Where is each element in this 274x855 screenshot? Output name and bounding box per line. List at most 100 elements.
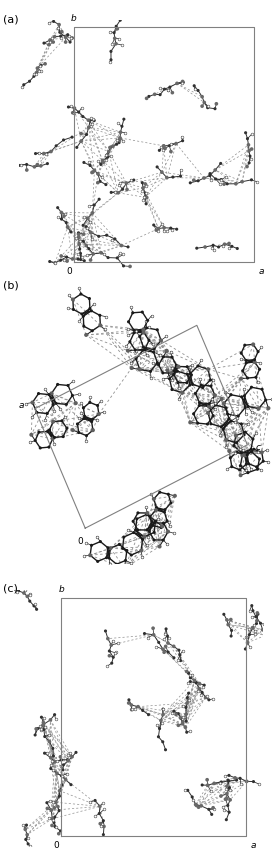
Point bbox=[188, 675, 193, 688]
Point bbox=[41, 717, 46, 731]
Point bbox=[216, 240, 221, 254]
Point bbox=[24, 397, 28, 410]
Point bbox=[126, 315, 131, 328]
Text: 0: 0 bbox=[66, 267, 72, 276]
Point bbox=[244, 463, 248, 476]
Point bbox=[222, 238, 227, 251]
Point bbox=[59, 769, 64, 782]
Point bbox=[45, 425, 50, 439]
Point bbox=[207, 693, 211, 706]
Point bbox=[128, 173, 133, 186]
Point bbox=[252, 442, 256, 456]
Point bbox=[200, 686, 204, 699]
Point bbox=[182, 711, 186, 724]
Point bbox=[116, 186, 120, 200]
Point bbox=[101, 156, 105, 169]
Point bbox=[212, 776, 216, 790]
Point bbox=[178, 162, 183, 176]
Point bbox=[77, 411, 81, 425]
Point bbox=[84, 429, 89, 443]
Point bbox=[107, 644, 112, 657]
Point bbox=[65, 767, 69, 781]
Point bbox=[248, 640, 252, 654]
Point bbox=[43, 382, 47, 396]
Point bbox=[61, 430, 65, 444]
Point bbox=[13, 582, 17, 596]
Point bbox=[211, 801, 215, 815]
Point bbox=[87, 155, 91, 168]
Point bbox=[249, 443, 253, 457]
Point bbox=[108, 56, 112, 69]
Point bbox=[107, 144, 111, 158]
Point bbox=[141, 340, 146, 354]
Point bbox=[193, 798, 198, 811]
Point bbox=[263, 636, 268, 650]
Point bbox=[254, 616, 259, 630]
Point bbox=[129, 548, 133, 562]
Text: b: b bbox=[58, 585, 64, 594]
Point bbox=[53, 712, 58, 726]
Point bbox=[189, 368, 194, 381]
Point bbox=[173, 489, 177, 503]
Point bbox=[42, 36, 46, 50]
Point bbox=[262, 617, 266, 631]
Point bbox=[30, 410, 34, 423]
Point bbox=[82, 410, 87, 423]
Point bbox=[58, 824, 63, 838]
Point bbox=[100, 796, 105, 810]
Point bbox=[132, 526, 136, 540]
Point bbox=[126, 322, 130, 336]
Point bbox=[165, 514, 169, 528]
Point bbox=[126, 240, 130, 254]
Point bbox=[208, 168, 212, 182]
Point bbox=[61, 758, 65, 772]
Point bbox=[61, 763, 65, 776]
Text: c: c bbox=[255, 443, 260, 452]
Point bbox=[84, 536, 88, 550]
Point bbox=[167, 631, 171, 645]
Point bbox=[74, 232, 78, 245]
Point bbox=[222, 770, 227, 783]
Point bbox=[239, 346, 243, 360]
Point bbox=[76, 227, 81, 241]
Point bbox=[109, 233, 114, 247]
Point bbox=[143, 180, 148, 193]
Point bbox=[149, 487, 153, 501]
Point bbox=[229, 414, 233, 428]
Point bbox=[71, 303, 76, 316]
Point bbox=[219, 174, 223, 187]
Point bbox=[34, 722, 38, 735]
Point bbox=[166, 636, 170, 650]
Point bbox=[79, 396, 84, 410]
Point bbox=[184, 707, 188, 721]
Point bbox=[80, 307, 84, 321]
Point bbox=[158, 81, 162, 95]
Point bbox=[245, 371, 250, 385]
Point bbox=[71, 374, 75, 388]
Text: a: a bbox=[250, 841, 256, 851]
Point bbox=[144, 321, 149, 334]
Point bbox=[110, 37, 114, 50]
Point bbox=[50, 812, 55, 826]
Point bbox=[118, 175, 122, 189]
Point bbox=[85, 249, 90, 262]
Point bbox=[78, 242, 82, 256]
Point bbox=[96, 229, 101, 243]
Point bbox=[84, 328, 88, 342]
Point bbox=[135, 512, 139, 526]
Point bbox=[88, 159, 92, 173]
Point bbox=[49, 386, 54, 400]
Point bbox=[144, 91, 149, 105]
Point bbox=[175, 77, 179, 91]
Point bbox=[36, 386, 41, 400]
Point bbox=[228, 783, 232, 797]
Point bbox=[132, 174, 136, 187]
Point bbox=[229, 613, 233, 627]
Point bbox=[30, 396, 35, 410]
Point bbox=[59, 25, 64, 38]
Point bbox=[89, 253, 93, 267]
Point bbox=[165, 344, 169, 357]
Point bbox=[197, 681, 202, 695]
Point bbox=[240, 449, 244, 463]
Point bbox=[146, 708, 151, 722]
